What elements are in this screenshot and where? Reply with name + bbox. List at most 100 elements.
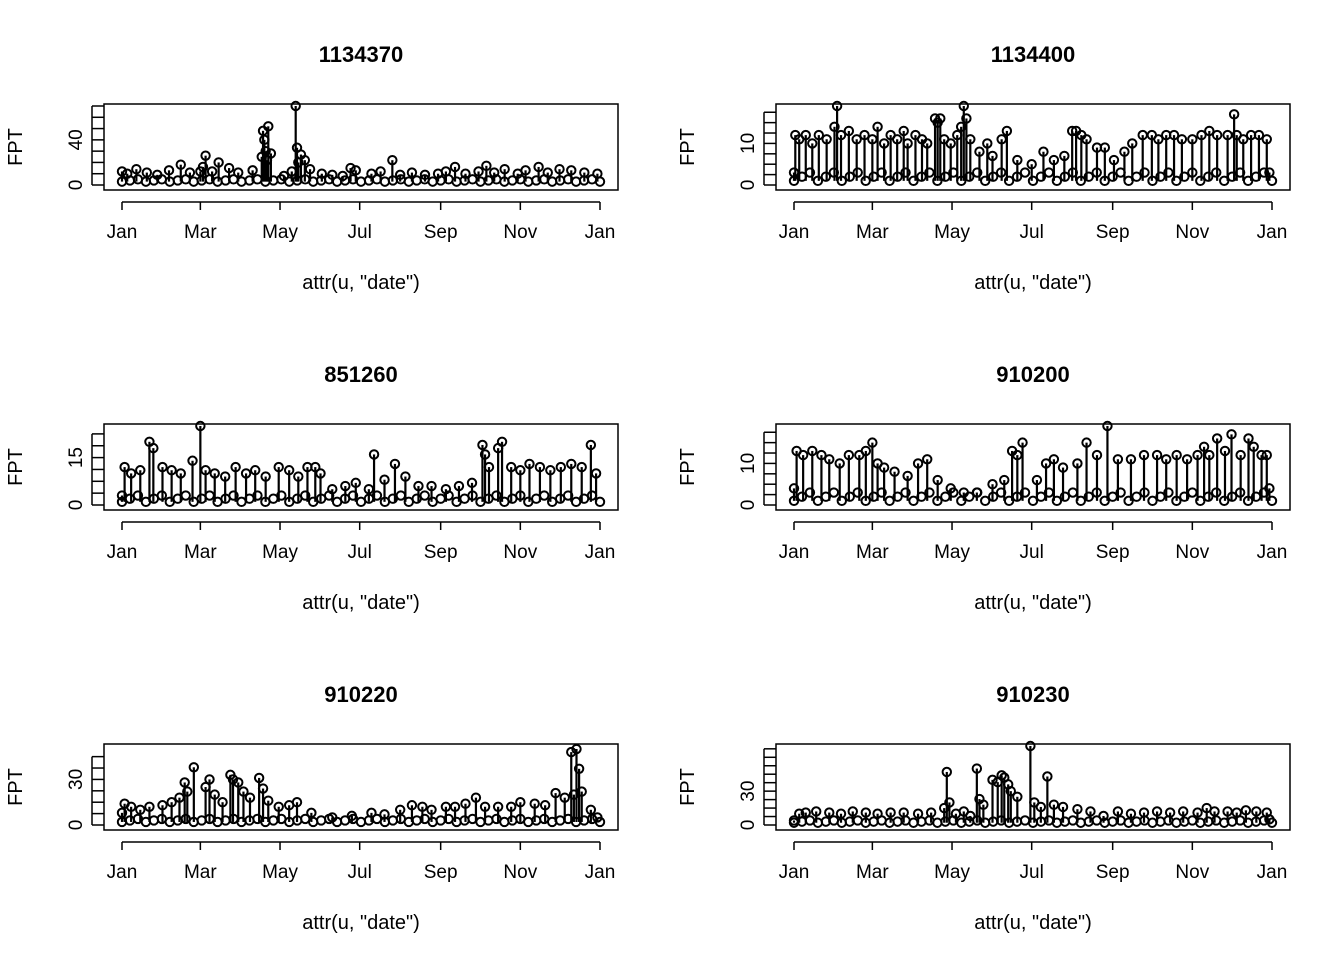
data-point xyxy=(576,786,587,797)
data-point xyxy=(1107,491,1118,502)
data-point xyxy=(286,166,297,177)
data-point xyxy=(884,495,895,507)
data-point xyxy=(816,449,827,461)
data-point xyxy=(971,763,983,774)
data-point xyxy=(515,797,526,808)
x-tick-label: May xyxy=(262,542,298,563)
data-point xyxy=(800,129,811,141)
x-tick-label: Mar xyxy=(856,542,889,563)
data-point xyxy=(878,462,890,473)
data-point xyxy=(987,171,999,182)
data-point xyxy=(515,490,526,501)
x-tick-label: Sep xyxy=(424,222,458,243)
data-point xyxy=(964,171,975,182)
data-point xyxy=(1059,171,1071,182)
data-point xyxy=(1211,487,1222,498)
x-tick-label: May xyxy=(934,542,970,563)
data-point xyxy=(824,807,835,818)
data-point xyxy=(1057,801,1069,813)
data-point xyxy=(1226,171,1238,182)
data-point xyxy=(337,170,348,182)
data-point xyxy=(892,171,903,182)
data-point xyxy=(1242,495,1254,507)
data-point xyxy=(466,477,478,489)
data-point xyxy=(499,816,510,828)
data-point xyxy=(940,171,951,182)
data-point xyxy=(449,801,461,812)
data-point xyxy=(996,770,1007,781)
data-point xyxy=(834,458,845,469)
data-point xyxy=(1250,171,1262,182)
data-point xyxy=(1256,449,1267,461)
plot-frame xyxy=(103,423,619,511)
y-axis-label: FPT xyxy=(5,128,27,166)
data-point xyxy=(872,121,883,132)
x-tick-label: Jan xyxy=(585,542,616,563)
data-point xyxy=(394,804,406,816)
x-tick-label: Mar xyxy=(184,542,217,563)
x-tick-label: Nov xyxy=(1175,222,1209,243)
data-point xyxy=(263,121,274,132)
data-point xyxy=(387,154,398,166)
data-point xyxy=(131,164,142,175)
data-point xyxy=(148,815,160,826)
data-point xyxy=(1059,150,1070,162)
data-point xyxy=(1059,491,1071,502)
data-point xyxy=(804,487,816,498)
data-point xyxy=(935,113,946,124)
data-point xyxy=(807,138,818,149)
data-point xyxy=(300,490,311,501)
data-point xyxy=(868,491,879,502)
data-point xyxy=(1072,458,1083,469)
x-tick-label: Jul xyxy=(1020,542,1044,563)
data-point xyxy=(539,490,550,501)
data-point xyxy=(562,490,574,501)
data-point xyxy=(835,808,847,819)
data-point xyxy=(1019,487,1031,498)
data-point xyxy=(829,121,840,132)
data-point xyxy=(253,772,265,784)
data-point xyxy=(400,471,411,482)
data-point xyxy=(411,815,422,826)
y-tick-label: 0 xyxy=(738,180,759,191)
data-point xyxy=(1264,483,1275,494)
x-tick-label: Sep xyxy=(1096,542,1130,563)
data-point xyxy=(571,743,582,755)
data-point xyxy=(579,167,590,178)
data-point xyxy=(156,490,168,501)
data-point xyxy=(828,167,840,178)
data-point xyxy=(363,484,375,495)
data-point xyxy=(898,125,909,137)
data-point xyxy=(204,490,215,501)
data-point xyxy=(417,801,428,812)
data-point xyxy=(278,170,290,182)
data-point xyxy=(453,480,465,492)
data-point xyxy=(1187,487,1198,498)
data-point xyxy=(847,806,858,817)
data-point xyxy=(902,138,913,149)
x-tick-label: May xyxy=(934,222,970,243)
data-point xyxy=(576,461,587,473)
y-axis-label: FPT xyxy=(677,448,699,486)
data-point xyxy=(116,490,128,501)
plot-frame xyxy=(775,103,1291,191)
x-axis-label: attr(u, "date") xyxy=(302,272,420,294)
data-point xyxy=(995,167,1007,178)
data-point xyxy=(1231,807,1242,818)
plot-frame xyxy=(103,103,619,191)
data-point xyxy=(1228,109,1240,120)
plot-frame xyxy=(775,743,1291,831)
data-point xyxy=(166,797,177,808)
data-point xyxy=(394,169,406,181)
data-point xyxy=(1081,134,1092,145)
data-point xyxy=(1011,171,1023,182)
data-point xyxy=(132,490,144,501)
data-point xyxy=(1261,449,1272,461)
data-point xyxy=(1005,785,1016,797)
data-point xyxy=(1211,129,1223,141)
data-point xyxy=(1026,159,1037,170)
data-point xyxy=(1187,167,1198,178)
data-point xyxy=(379,474,390,485)
data-point xyxy=(807,445,818,457)
data-point xyxy=(283,465,295,476)
